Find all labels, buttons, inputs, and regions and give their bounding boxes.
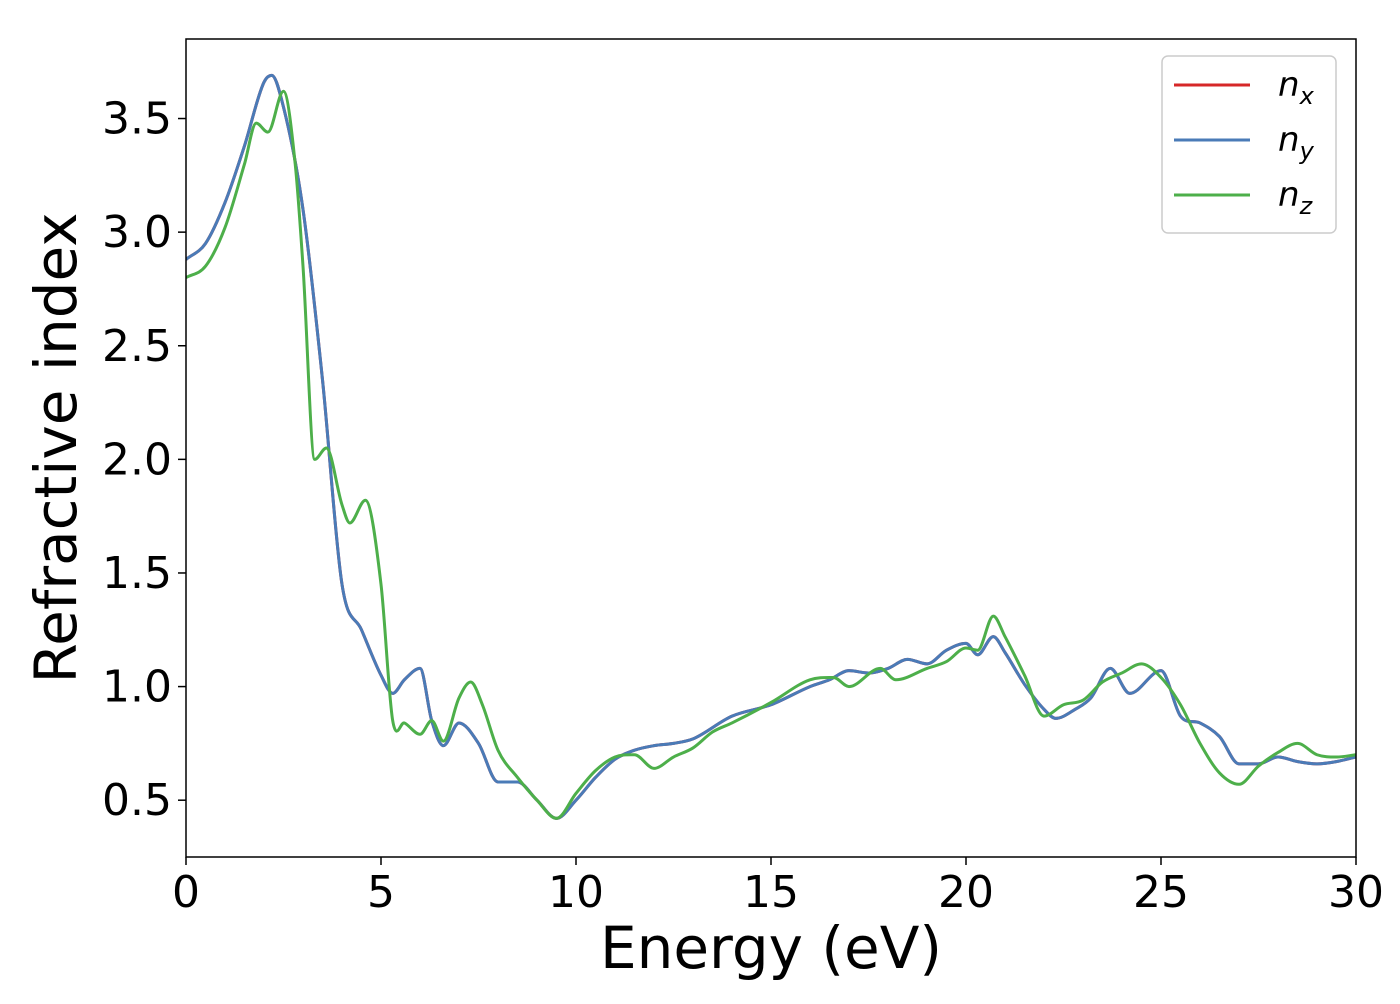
x-tick-label: 25 — [1133, 867, 1189, 918]
legend-entries: nx ny nz — [1174, 65, 1315, 220]
y-tick-label: 3.0 — [102, 207, 172, 258]
x-tick-label: 10 — [548, 867, 604, 918]
y-tick-label: 2.0 — [102, 434, 172, 485]
y-axis-label: Refractive index — [22, 212, 90, 683]
x-tick-label: 20 — [938, 867, 994, 918]
x-tick-label: 0 — [172, 867, 200, 918]
y-tick-label: 2.5 — [102, 321, 172, 372]
x-tick-label: 30 — [1328, 867, 1384, 918]
series-line-n-z — [186, 89, 1356, 820]
y-tick-label: 3.5 — [102, 94, 172, 145]
x-tick-label: 15 — [743, 867, 799, 918]
series-layer — [186, 73, 1356, 820]
series-line-n-y — [186, 73, 1356, 820]
legend-label-n-z: nz — [1278, 175, 1314, 220]
x-tick-label: 5 — [367, 867, 395, 918]
y-tick-label: 1.0 — [102, 662, 172, 713]
y-tick-label: 1.5 — [102, 548, 172, 599]
x-axis-ticks: 0 5 10 15 20 25 30 — [172, 857, 1384, 918]
y-axis-ticks: 0.5 1.0 1.5 2.0 2.5 3.0 3.5 — [102, 94, 186, 826]
x-axis-label: Energy (eV) — [600, 914, 942, 982]
legend-label-n-x: nx — [1278, 65, 1315, 110]
legend-label-n-y: ny — [1278, 120, 1315, 165]
legend-frame — [1161, 55, 1337, 234]
legend: nx ny nz — [1161, 55, 1337, 234]
y-tick-label: 0.5 — [102, 775, 172, 826]
